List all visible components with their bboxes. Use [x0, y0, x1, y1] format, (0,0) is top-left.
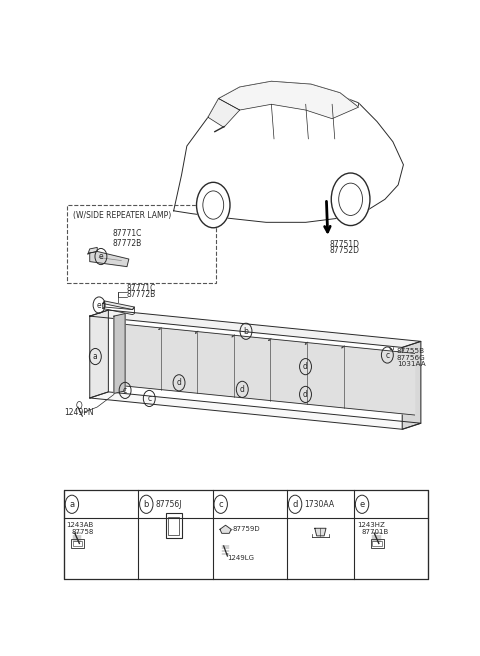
- Text: c: c: [218, 500, 223, 509]
- Polygon shape: [103, 301, 134, 310]
- Polygon shape: [90, 310, 421, 348]
- Text: c: c: [385, 350, 389, 359]
- Polygon shape: [115, 323, 415, 415]
- Bar: [73, 541, 83, 546]
- Text: 1249LG: 1249LG: [228, 554, 254, 560]
- Text: d: d: [303, 362, 308, 371]
- Text: c: c: [123, 386, 127, 395]
- Text: 87752D: 87752D: [330, 247, 360, 255]
- Text: 1730AA: 1730AA: [304, 500, 335, 509]
- Text: 87771C: 87771C: [127, 284, 156, 293]
- Circle shape: [331, 173, 370, 226]
- Polygon shape: [90, 310, 108, 398]
- Polygon shape: [103, 301, 105, 308]
- Text: 87755B: 87755B: [396, 348, 425, 354]
- Polygon shape: [220, 525, 231, 533]
- Text: 87758: 87758: [71, 529, 94, 535]
- Text: d: d: [177, 379, 181, 387]
- Text: 87701B: 87701B: [361, 529, 389, 535]
- Text: 87772B: 87772B: [112, 239, 141, 249]
- Text: 87756G: 87756G: [396, 354, 425, 361]
- Polygon shape: [90, 251, 129, 266]
- Bar: [372, 541, 382, 546]
- Circle shape: [196, 182, 230, 228]
- Text: d: d: [240, 385, 245, 394]
- Polygon shape: [174, 89, 403, 222]
- Text: 87759D: 87759D: [232, 526, 260, 532]
- Text: 1031AA: 1031AA: [396, 361, 425, 367]
- Text: e: e: [97, 300, 101, 310]
- Polygon shape: [315, 528, 326, 536]
- Text: (W/SIDE REPEATER LAMP): (W/SIDE REPEATER LAMP): [73, 211, 171, 220]
- Bar: [67, 205, 216, 283]
- Bar: [64, 491, 428, 579]
- Text: b: b: [144, 500, 149, 509]
- Text: a: a: [93, 352, 98, 361]
- Polygon shape: [114, 314, 125, 394]
- Text: e: e: [360, 500, 365, 509]
- Text: 1243AB: 1243AB: [67, 522, 94, 528]
- Text: 87772B: 87772B: [127, 291, 156, 299]
- Polygon shape: [402, 341, 421, 429]
- Polygon shape: [208, 81, 359, 117]
- Polygon shape: [208, 98, 240, 127]
- Text: 87771C: 87771C: [112, 229, 142, 238]
- Text: 1243HZ: 1243HZ: [357, 522, 385, 528]
- Polygon shape: [218, 81, 359, 119]
- Text: c: c: [147, 394, 151, 403]
- Text: a: a: [69, 500, 74, 509]
- Text: e: e: [98, 252, 103, 261]
- Polygon shape: [88, 247, 97, 254]
- Text: d: d: [292, 500, 298, 509]
- Bar: [371, 539, 384, 548]
- Text: d: d: [303, 390, 308, 399]
- Bar: [166, 513, 181, 539]
- Polygon shape: [90, 392, 421, 429]
- Bar: [71, 539, 84, 548]
- Bar: [168, 517, 180, 535]
- Text: b: b: [243, 327, 249, 336]
- Text: 87756J: 87756J: [156, 500, 182, 509]
- Text: 87751D: 87751D: [330, 240, 360, 249]
- Text: 1249PN: 1249PN: [64, 407, 93, 417]
